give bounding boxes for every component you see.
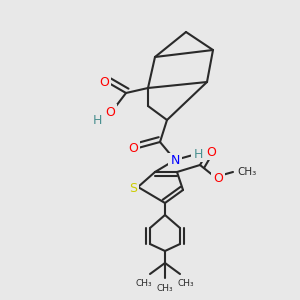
Text: CH₃: CH₃ — [157, 284, 173, 293]
Text: O: O — [99, 76, 109, 88]
Text: N: N — [170, 154, 180, 167]
Text: CH₃: CH₃ — [237, 167, 256, 177]
Text: O: O — [206, 146, 216, 158]
Text: H: H — [92, 113, 102, 127]
Text: O: O — [128, 142, 138, 154]
Text: O: O — [105, 106, 115, 118]
Text: CH₃: CH₃ — [178, 279, 194, 288]
Text: S: S — [129, 182, 137, 194]
Text: H: H — [193, 148, 203, 160]
Text: CH₃: CH₃ — [136, 279, 152, 288]
Text: O: O — [213, 172, 223, 185]
